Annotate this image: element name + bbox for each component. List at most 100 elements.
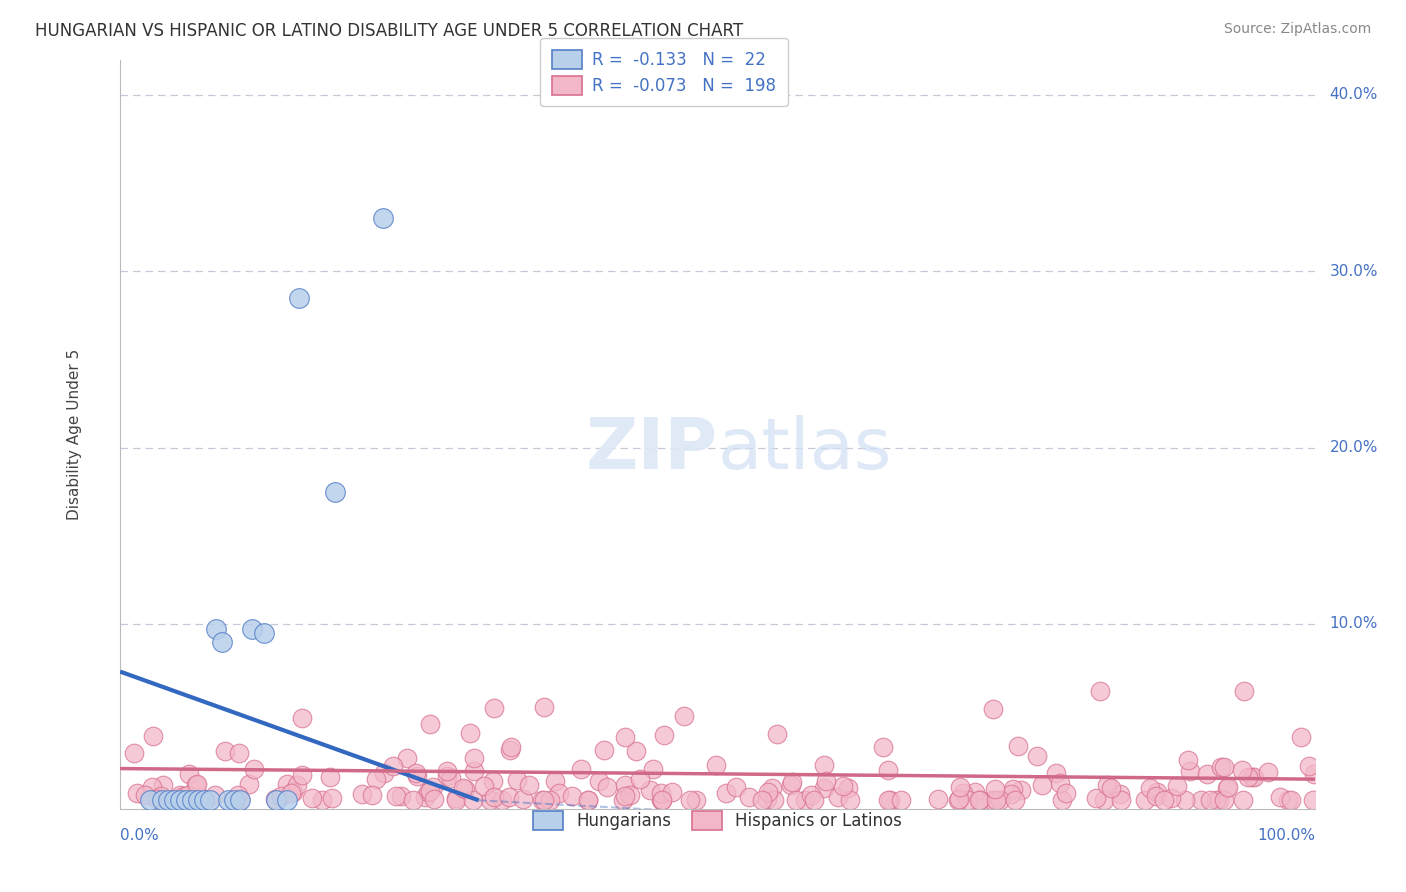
Point <box>463 751 485 765</box>
Point <box>517 778 540 792</box>
Point <box>1099 781 1122 796</box>
Point <box>482 700 505 714</box>
Point <box>724 780 747 794</box>
Point <box>813 780 835 795</box>
Point <box>877 793 900 807</box>
Point <box>291 711 314 725</box>
Point <box>321 791 343 805</box>
Point <box>238 777 260 791</box>
Point <box>626 744 648 758</box>
Point <box>967 793 990 807</box>
Point <box>751 793 773 807</box>
Point <box>762 793 785 807</box>
Point <box>738 790 761 805</box>
Point <box>127 786 149 800</box>
Point <box>204 622 226 636</box>
Point <box>1289 730 1312 744</box>
Point <box>263 791 285 805</box>
Point <box>827 789 849 804</box>
Point <box>927 792 949 806</box>
Point <box>1095 778 1118 792</box>
Point <box>373 766 395 780</box>
Point <box>1236 770 1258 784</box>
Point <box>276 777 298 791</box>
Point <box>482 774 505 789</box>
Point <box>361 788 384 802</box>
Point <box>569 762 592 776</box>
Point <box>761 781 783 796</box>
Point <box>228 746 250 760</box>
Point <box>422 780 444 794</box>
Point <box>142 730 165 744</box>
Point <box>444 792 467 806</box>
Point <box>685 793 707 807</box>
Point <box>482 789 505 804</box>
Point <box>402 793 425 807</box>
Point <box>222 793 245 807</box>
Point <box>1212 760 1234 774</box>
Point <box>785 793 807 807</box>
Point <box>150 793 173 807</box>
Text: HUNGARIAN VS HISPANIC OR LATINO DISABILITY AGE UNDER 5 CORRELATION CHART: HUNGARIAN VS HISPANIC OR LATINO DISABILI… <box>35 22 744 40</box>
Point <box>1160 791 1182 805</box>
Point <box>350 787 373 801</box>
Point <box>1153 793 1175 807</box>
Text: 20.0%: 20.0% <box>1330 440 1378 455</box>
Text: Disability Age Under 5: Disability Age Under 5 <box>67 349 82 520</box>
Point <box>198 793 221 807</box>
Point <box>755 792 778 806</box>
Point <box>1000 787 1022 801</box>
Point <box>1205 793 1227 807</box>
Point <box>382 759 405 773</box>
Point <box>156 793 179 807</box>
Point <box>1302 766 1324 780</box>
Point <box>544 774 567 789</box>
Point <box>814 774 837 789</box>
Point <box>1216 780 1239 794</box>
Point <box>134 788 156 802</box>
Point <box>169 793 191 807</box>
Point <box>588 773 610 788</box>
Point <box>243 762 266 776</box>
Point <box>1178 764 1201 779</box>
Point <box>479 793 502 807</box>
Point <box>1026 748 1049 763</box>
Point <box>1133 793 1156 807</box>
Point <box>396 750 419 764</box>
Point <box>952 785 974 799</box>
Legend: Hungarians, Hispanics or Latinos: Hungarians, Hispanics or Latinos <box>522 799 914 842</box>
Point <box>654 728 676 742</box>
Point <box>174 793 197 807</box>
Point <box>1109 793 1132 807</box>
Point <box>186 778 208 792</box>
Point <box>1198 793 1220 807</box>
Point <box>672 708 695 723</box>
Point <box>561 789 583 804</box>
Point <box>641 762 664 776</box>
Point <box>1243 770 1265 784</box>
Point <box>714 786 737 800</box>
Point <box>177 767 200 781</box>
Point <box>800 789 823 803</box>
Point <box>1195 766 1218 780</box>
Point <box>890 793 912 807</box>
Point <box>1031 778 1053 792</box>
Point <box>596 780 619 794</box>
Point <box>879 793 901 807</box>
Point <box>193 793 215 807</box>
Point <box>612 793 634 807</box>
Point <box>1298 759 1320 773</box>
Point <box>458 725 481 739</box>
Point <box>1216 780 1239 795</box>
Point <box>301 791 323 805</box>
Point <box>1257 764 1279 779</box>
Point <box>547 786 569 800</box>
Point <box>619 788 641 802</box>
Point <box>285 778 308 792</box>
Point <box>1001 781 1024 796</box>
Point <box>311 792 333 806</box>
Point <box>969 793 991 807</box>
Point <box>980 793 1002 807</box>
Point <box>463 764 485 779</box>
Point <box>385 789 408 804</box>
